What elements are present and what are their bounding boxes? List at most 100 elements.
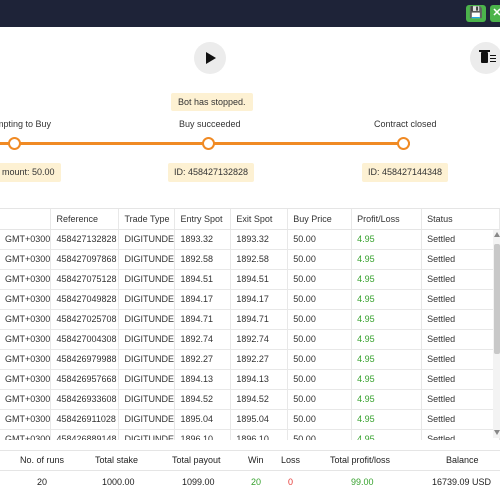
stage-node-attempting (8, 137, 21, 150)
cell-reference: 458426933608 (50, 389, 120, 410)
cell-status: Settled (421, 369, 500, 390)
summary-panel: No. of runs Total stake Total payout Win… (0, 450, 500, 496)
trash-lid (479, 50, 490, 52)
cell-profit-loss: 4.95 (351, 329, 423, 350)
cell-entry-spot: 1894.71 (174, 309, 232, 330)
col-exit-spot: Exit Spot (230, 209, 289, 230)
cell-entry-spot: 1892.74 (174, 329, 232, 350)
table-row[interactable]: GMT+0300 458427132828 DIGITUNDE 1893.32 1893… (0, 229, 500, 250)
play-icon[interactable] (194, 42, 226, 74)
cell-buy-price: 50.00 (287, 429, 353, 440)
summary-label-win: Win (248, 455, 264, 465)
cell-status: Settled (421, 409, 500, 430)
cell-reference: 458426911028 (50, 409, 120, 430)
cell-buy-price: 50.00 (287, 329, 353, 350)
cell-time: GMT+0300 (0, 369, 52, 390)
cell-time: GMT+0300 (0, 289, 52, 310)
stage-chip-contract-id: ID: 458427144348 (362, 163, 449, 182)
cell-exit-spot: 1896.10 (230, 429, 289, 440)
table-row[interactable]: GMT+0300 458426889148 DIGITUNDE 1896.10 1896… (0, 429, 500, 440)
cell-exit-spot: 1893.32 (230, 229, 289, 250)
scroll-down-icon[interactable] (494, 430, 500, 435)
clear-stats-icon[interactable] (470, 42, 500, 74)
cell-exit-spot: 1894.13 (230, 369, 289, 390)
summary-label-loss: Loss (281, 455, 301, 465)
cell-reference: 458427025708 (50, 309, 120, 330)
cell-time: GMT+0300 (0, 409, 52, 430)
table-row[interactable]: GMT+0300 458426957668 DIGITUNDE 1894.13 1894… (0, 369, 500, 390)
col-entry-spot: Entry Spot (174, 209, 232, 230)
stage-node-contract-closed (397, 137, 410, 150)
cell-buy-price: 50.00 (287, 229, 353, 250)
cell-exit-spot: 1894.51 (230, 269, 289, 290)
summary-value-payout: 1099.00 (182, 477, 215, 487)
summary-label-payout: Total payout (172, 455, 221, 465)
table-row[interactable]: GMT+0300 458426911028 DIGITUNDE 1895.04 1895… (0, 409, 500, 430)
scroll-thumb[interactable] (494, 244, 500, 354)
cell-time: GMT+0300 (0, 309, 52, 330)
table-row[interactable]: GMT+0300 458427097868 DIGITUNDE 1892.58 1892… (0, 249, 500, 270)
summary-label-profit: Total profit/loss (330, 455, 391, 465)
cell-entry-spot: 1894.52 (174, 389, 232, 410)
summary-value-win: 20 (251, 477, 262, 487)
cell-buy-price: 50.00 (287, 349, 353, 370)
cell-exit-spot: 1894.52 (230, 389, 289, 410)
cell-time: GMT+0300 (0, 249, 52, 270)
save-icon[interactable]: 💾 (466, 5, 486, 22)
summary-label-balance: Balance (446, 455, 479, 465)
cell-buy-price: 50.00 (287, 309, 353, 330)
cell-status: Settled (421, 309, 500, 330)
cell-reference: 458427049828 (50, 289, 120, 310)
col-profit-loss: Profit/Loss (351, 209, 423, 230)
col-trade-type: Trade Type (118, 209, 176, 230)
cell-profit-loss: 4.95 (351, 349, 423, 370)
table-row[interactable]: GMT+0300 458426933608 DIGITUNDE 1894.52 1894… (0, 389, 500, 410)
summary-value-stake: 1000.00 (102, 477, 135, 487)
cell-buy-price: 50.00 (287, 289, 353, 310)
summary-label-runs: No. of runs (20, 455, 65, 465)
cell-reference: 458427132828 (50, 229, 120, 250)
cell-status: Settled (421, 389, 500, 410)
summary-label-stake: Total stake (95, 455, 139, 465)
stage-chip-buy-id: ID: 458427132828 (168, 163, 255, 182)
cell-reference: 458427097868 (50, 249, 120, 270)
cell-profit-loss: 4.95 (351, 369, 423, 390)
cell-exit-spot: 1895.04 (230, 409, 289, 430)
cell-entry-spot: 1894.13 (174, 369, 232, 390)
col-reference: Reference (50, 209, 120, 230)
summary-value-loss: 0 (288, 477, 294, 487)
transactions-table: Reference Trade Type Entry Spot Exit Spo… (0, 208, 500, 440)
summary-value-balance: 16739.09 USD (432, 477, 492, 487)
table-row[interactable]: GMT+0300 458427049828 DIGITUNDE 1894.17 1894… (0, 289, 500, 310)
cell-trade-type: DIGITUNDE (118, 369, 176, 390)
cell-profit-loss: 4.95 (351, 229, 423, 250)
scroll-up-icon[interactable] (494, 232, 500, 237)
cell-trade-type: DIGITUNDE (118, 429, 176, 440)
cell-entry-spot: 1892.27 (174, 349, 232, 370)
cell-reference: 458427004308 (50, 329, 120, 350)
col-status: Status (421, 209, 500, 230)
table-row[interactable]: GMT+0300 458427075128 DIGITUNDE 1894.51 1894… (0, 269, 500, 290)
cell-time: GMT+0300 (0, 269, 52, 290)
cell-trade-type: DIGITUNDE (118, 389, 176, 410)
cell-status: Settled (421, 429, 500, 440)
stage-node-buy-succeeded (202, 137, 215, 150)
table-row[interactable]: GMT+0300 458427004308 DIGITUNDE 1892.74 1892… (0, 329, 500, 350)
summary-value-profit: 99.00 (351, 477, 374, 487)
cell-buy-price: 50.00 (287, 389, 353, 410)
table-row[interactable]: GMT+0300 458427025708 DIGITUNDE 1894.71 1894… (0, 309, 500, 330)
table-row[interactable]: GMT+0300 458426979988 DIGITUNDE 1892.27 1892… (0, 349, 500, 370)
cell-entry-spot: 1893.32 (174, 229, 232, 250)
cell-trade-type: DIGITUNDE (118, 269, 176, 290)
cell-trade-type: DIGITUNDE (118, 309, 176, 330)
cell-time: GMT+0300 (0, 429, 52, 440)
cell-profit-loss: 4.95 (351, 269, 423, 290)
cell-profit-loss: 4.95 (351, 409, 423, 430)
cell-status: Settled (421, 329, 500, 350)
cell-trade-type: DIGITUNDE (118, 229, 176, 250)
close-icon[interactable]: ✕ (490, 5, 500, 22)
cell-trade-type: DIGITUNDE (118, 349, 176, 370)
cell-entry-spot: 1892.58 (174, 249, 232, 270)
cell-status: Settled (421, 269, 500, 290)
cell-time: GMT+0300 (0, 229, 52, 250)
